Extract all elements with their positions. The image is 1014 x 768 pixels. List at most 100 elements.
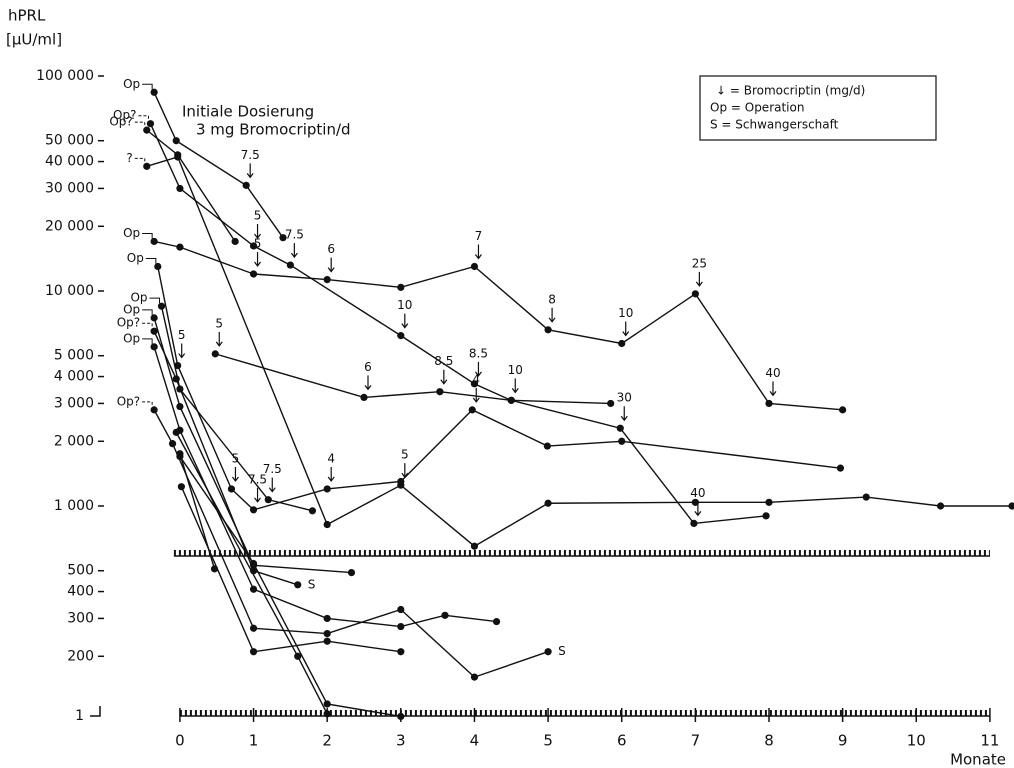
data-point [323, 637, 331, 645]
dose-arrow [548, 307, 556, 323]
data-point [347, 569, 356, 577]
series-line [153, 330, 298, 586]
y-axis-unit: [µU/ml] [6, 31, 62, 49]
data-point [492, 617, 501, 626]
data-point [242, 181, 250, 189]
dose-label: 30 [617, 391, 632, 405]
y-tick-label: 1 000 [54, 498, 94, 514]
dose-label: 7.5 [248, 472, 267, 486]
data-point [470, 673, 479, 681]
data-point [154, 262, 162, 271]
data-point [143, 126, 151, 134]
x-tick-label: 3 [396, 732, 406, 750]
data-point [470, 262, 479, 271]
data-point [544, 648, 552, 656]
y-tick-label: 100 000 [36, 68, 94, 84]
dose-arrow [178, 343, 186, 359]
data-point [150, 88, 158, 96]
dose-arrow [694, 501, 702, 517]
data-point [176, 402, 184, 411]
data-point [544, 326, 552, 334]
data-point [323, 614, 331, 623]
end-label: S [558, 644, 566, 658]
x-tick-label: 4 [470, 732, 480, 750]
dose-label: 8.5 [434, 354, 453, 368]
y-tick-label: 40 000 [45, 154, 94, 170]
legend-box [699, 75, 937, 141]
start-bracket [149, 297, 160, 304]
data-point [150, 237, 158, 246]
data-point [172, 137, 180, 145]
dose-label: 5 [178, 328, 186, 342]
x-tick-label: 6 [617, 732, 627, 750]
data-point [323, 710, 331, 718]
data-point [150, 343, 158, 351]
y-tick-label: 300 [67, 610, 94, 626]
dose-label: 4 [472, 372, 480, 386]
dose-label: 40 [765, 366, 780, 380]
start-label: Op? [117, 316, 140, 330]
data-point [507, 396, 515, 404]
data-point [323, 275, 331, 284]
start-label: Op [123, 331, 140, 345]
y-tick-label: 4 000 [54, 369, 94, 385]
dose-arrow [769, 381, 777, 397]
start-bracket [145, 258, 157, 264]
x-tick-label: 8 [764, 732, 774, 750]
start-bracket [142, 83, 153, 90]
y-tick-label: 3 000 [54, 395, 94, 411]
data-point [470, 380, 479, 388]
data-point [174, 361, 182, 370]
data-point [544, 499, 552, 507]
data-point [323, 520, 331, 529]
start-label: Op [123, 226, 140, 240]
data-point [150, 406, 158, 414]
data-point [264, 496, 272, 504]
dose-label: 10 [397, 298, 412, 312]
y-tick-label: 2 000 [54, 433, 94, 449]
dose-label: 5 [254, 208, 262, 222]
series-line [146, 156, 1012, 548]
data-point [936, 502, 945, 510]
y-axis-label: hPRL [8, 7, 46, 25]
y-tick-label: 5 000 [54, 348, 94, 364]
y-tick-label: 10 000 [45, 283, 94, 299]
data-point [616, 424, 624, 432]
x-tick-label: 7 [691, 732, 701, 750]
dose-label: 7.5 [241, 148, 260, 162]
data-point [618, 437, 626, 445]
start-bracket [142, 401, 153, 407]
data-point [618, 339, 626, 348]
y-tick-label: 20 000 [45, 218, 94, 234]
data-point [690, 519, 698, 527]
data-point [436, 388, 444, 396]
start-label: Op [130, 291, 147, 305]
data-point [397, 332, 405, 340]
data-point [468, 406, 476, 414]
dose-arrow [290, 243, 298, 259]
data-point [150, 327, 158, 335]
x-tick-label: 10 [907, 732, 926, 750]
dose-label: 10 [508, 363, 523, 377]
dose-arrow [474, 244, 482, 260]
series-line [179, 456, 401, 718]
x-tick-label: 1 [249, 732, 259, 750]
data-point [294, 581, 302, 589]
dose-arrow [364, 375, 372, 391]
data-point [150, 314, 158, 322]
x-tick-label: 2 [322, 732, 332, 750]
dose-label: 7.5 [263, 462, 282, 476]
y-tick-label: 50 000 [45, 133, 94, 149]
annotation: Initiale Dosierung [182, 103, 314, 121]
start-bracket [134, 121, 146, 128]
dose-arrow [254, 223, 262, 239]
data-point [176, 184, 184, 193]
data-point [177, 483, 185, 491]
data-point [249, 624, 258, 632]
dose-label: 6 [327, 242, 335, 256]
data-point [839, 406, 847, 414]
start-label: Op? [109, 115, 132, 129]
y-tick-label: 30 000 [45, 180, 94, 196]
data-point [397, 622, 405, 631]
